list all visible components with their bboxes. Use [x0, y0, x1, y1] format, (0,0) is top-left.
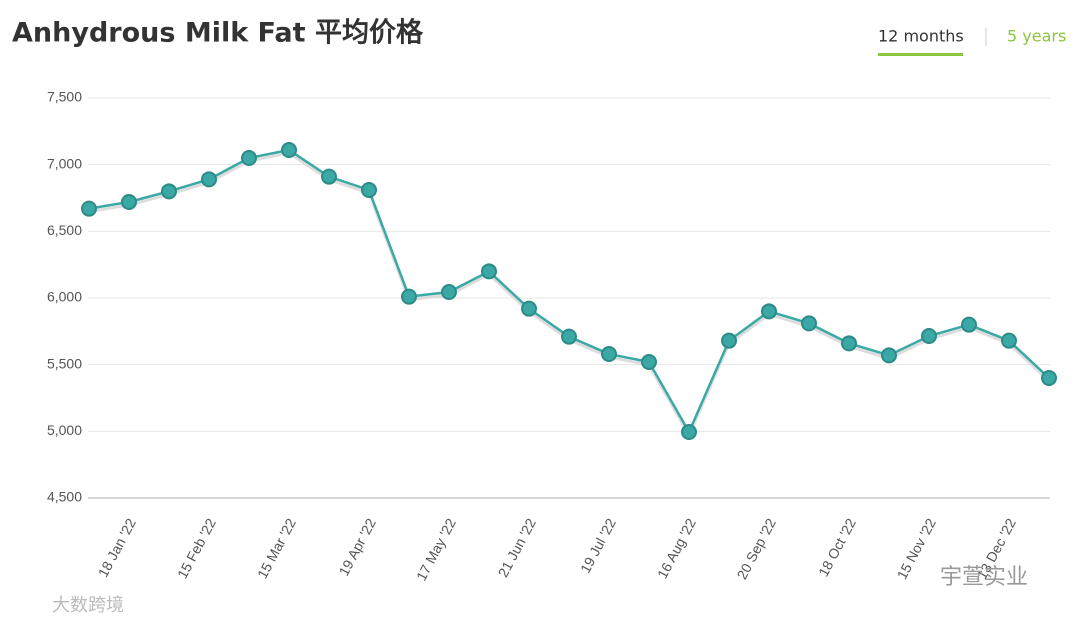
x-tick-label: 15 Nov '22	[894, 515, 939, 581]
x-tick-label: 17 May '22	[413, 515, 459, 583]
x-tick-label: 16 Aug '22	[654, 515, 699, 581]
point	[401, 288, 417, 305]
point	[201, 171, 217, 188]
x-tick-label: 19 Jul '22	[577, 515, 619, 575]
point	[1041, 370, 1057, 386]
point	[761, 303, 777, 320]
plot: 4,500 5,000 5,500 6,000 6,500 7,000 7,500 18 Ja…	[47, 89, 1057, 583]
point	[601, 346, 617, 362]
point	[281, 142, 297, 158]
point	[241, 150, 257, 166]
y-tick-label: 7,500	[47, 89, 82, 105]
tab[interactable]: 12 months	[878, 27, 964, 46]
point	[441, 284, 457, 300]
x-tick-label: 18 Oct '22	[815, 515, 859, 579]
point	[321, 168, 337, 185]
x-tick-label: 15 Feb '22	[174, 515, 219, 581]
y-tick-label: 4,500	[47, 489, 82, 505]
point	[881, 347, 897, 364]
tab[interactable]: 5 years	[1007, 27, 1066, 46]
point	[721, 332, 737, 349]
x-tick-label: 20 Sep '22	[734, 515, 779, 581]
watermark: 宇萱实业	[940, 565, 1028, 590]
y-tick-label: 6,000	[47, 289, 82, 305]
y-tick-label: 6,500	[47, 222, 82, 238]
point	[681, 424, 697, 440]
point	[641, 354, 657, 370]
x-tick-label: 15 Mar '22	[254, 515, 299, 581]
y-tick-label: 7,000	[47, 155, 82, 171]
point	[841, 335, 857, 352]
point	[921, 328, 937, 344]
point	[801, 315, 817, 332]
x-tick-label: 19 Apr '22	[335, 515, 379, 578]
tab-underline	[878, 53, 963, 56]
y-tick-label: 5,500	[47, 355, 82, 371]
x-tick-label: 21 Jun '22	[495, 515, 539, 579]
point	[1001, 332, 1017, 349]
line-shadow	[88, 151, 1051, 439]
point	[81, 200, 97, 217]
point	[481, 263, 497, 280]
watermark: 大数跨境	[52, 595, 124, 616]
point	[521, 300, 537, 317]
point	[561, 328, 577, 345]
point	[961, 316, 977, 333]
point	[161, 183, 177, 200]
point	[121, 194, 137, 210]
line	[88, 148, 1050, 435]
y-tick-label: 5,000	[47, 422, 82, 438]
chart-title: Anhydrous Milk Fat 平均价格	[12, 18, 424, 49]
point	[361, 182, 377, 198]
x-tick-label: 18 Jan '22	[95, 515, 139, 579]
